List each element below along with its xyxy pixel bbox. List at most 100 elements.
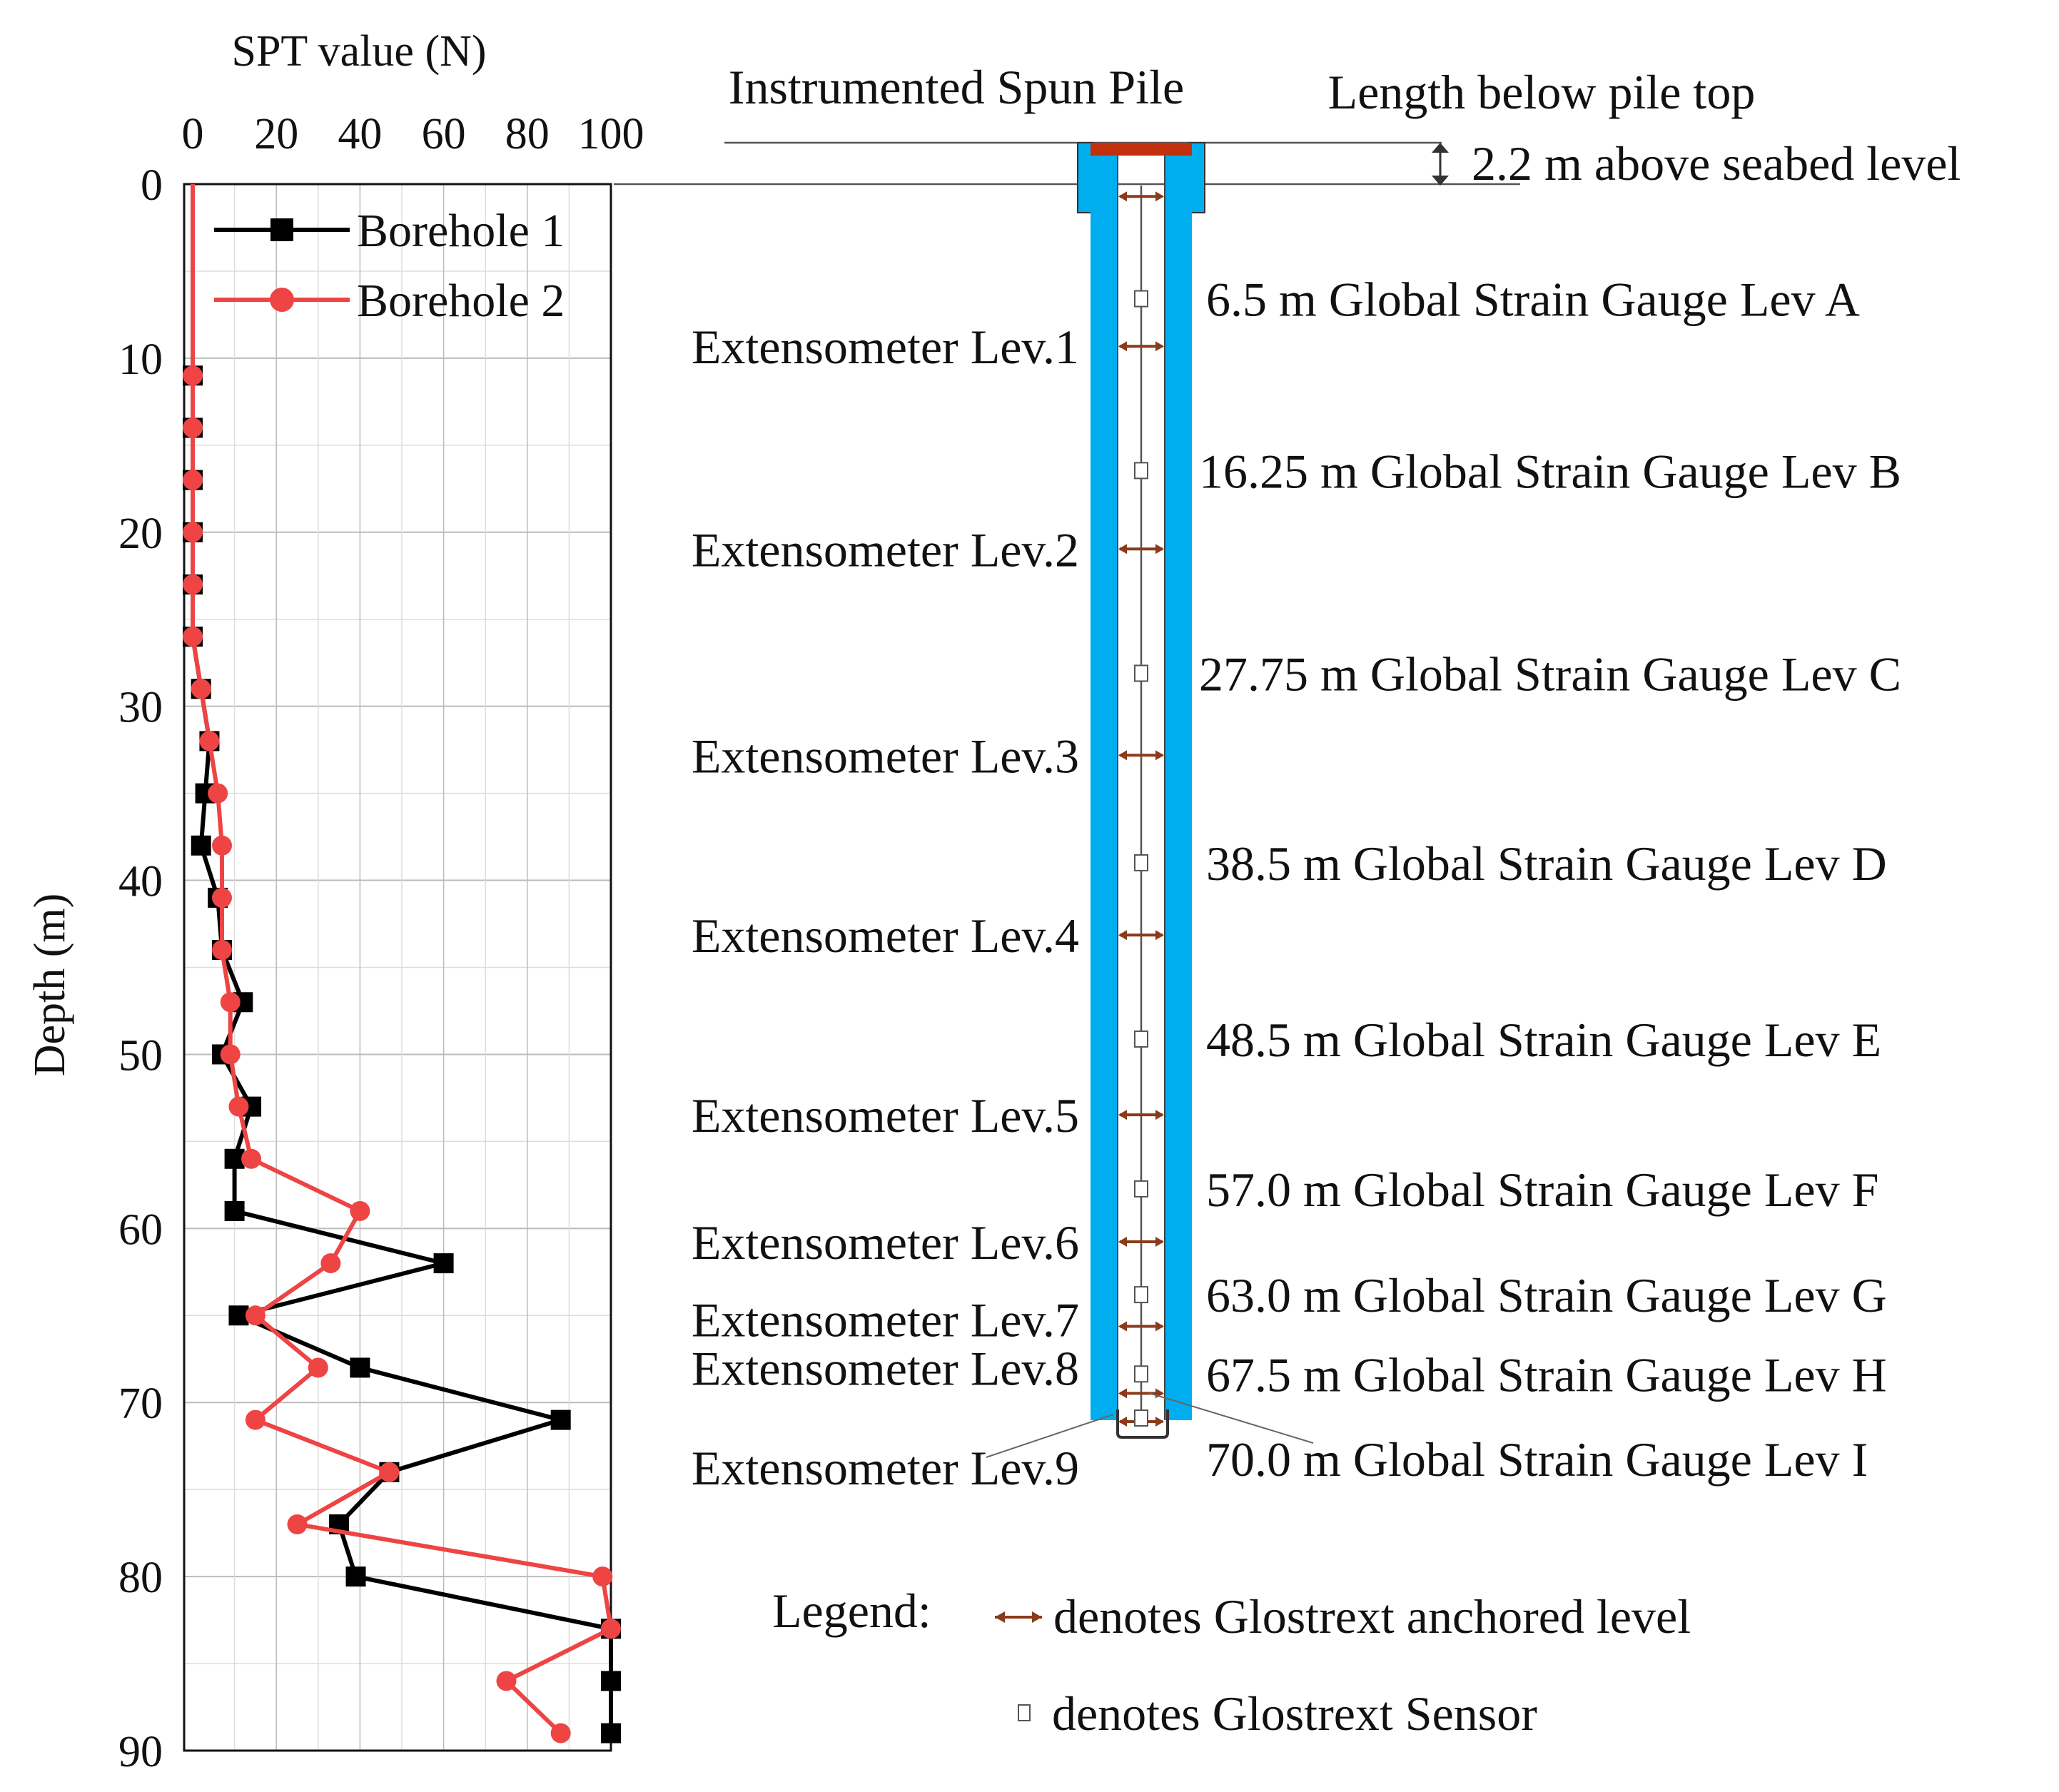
extensometer-label: Extensometer Lev.6 [692, 1215, 1079, 1270]
pile-legend: Legend: denotes Glostrext anchored level… [772, 1584, 1691, 1741]
x-tick-labels: 0 20 40 60 80 100 [182, 110, 644, 158]
strain-gauge-sensor [1134, 664, 1148, 682]
pile-wall-left [1091, 143, 1118, 1420]
data-point-borehole-2 [320, 1253, 341, 1274]
strain-gauge-label: 67.5 m Global Strain Gauge Lev H [1206, 1347, 1887, 1402]
strain-gauge-sensor [1134, 854, 1148, 871]
data-point-borehole-2 [212, 940, 233, 961]
data-point-borehole-1 [224, 1200, 245, 1221]
data-point-borehole-1 [224, 1148, 245, 1169]
y-tick-label: 30 [118, 684, 163, 732]
data-point-borehole-2 [212, 835, 233, 856]
x-tick-label: 60 [422, 110, 466, 158]
anchor-arrowhead-left [1118, 1110, 1127, 1120]
data-point-borehole-1 [228, 1305, 249, 1326]
y-tick-label: 80 [118, 1554, 163, 1602]
anchor-arrowhead-right [1155, 1321, 1164, 1332]
extensometer-label: Extensometer Lev.1 [692, 320, 1079, 374]
strain-gauge-sensor [1134, 1180, 1148, 1198]
legend-label-borehole-2: Borehole 2 [357, 275, 565, 327]
chart-legend: Borehole 1 Borehole 2 [214, 205, 565, 327]
data-point-borehole-2 [220, 1044, 241, 1065]
anchor-arrowhead-right [1155, 1110, 1164, 1120]
data-point-borehole-1 [601, 1723, 621, 1743]
data-point-borehole-2 [308, 1357, 328, 1378]
y-axis-title: Depth (m) [26, 894, 74, 1077]
anchor-arrowhead-right [1155, 750, 1164, 761]
data-point-borehole-2 [183, 574, 203, 594]
y-tick-label: 50 [118, 1031, 163, 1080]
anchor-arrowhead-right [1155, 544, 1164, 555]
data-point-borehole-1 [191, 835, 211, 856]
data-point-borehole-2 [183, 627, 203, 647]
chart-series [183, 184, 621, 1743]
extensometer-label: Extensometer Lev.2 [692, 522, 1079, 577]
anchor-arrowhead-left [1118, 1416, 1127, 1427]
legend-label-borehole-1: Borehole 1 [357, 205, 565, 257]
y-tick-label: 40 [118, 858, 163, 906]
data-point-borehole-2 [212, 887, 233, 908]
pile-toe [1116, 1409, 1169, 1439]
extensometer-labels: Extensometer Lev.1 Extensometer Lev.2 Exte… [692, 320, 1079, 1495]
anchor-arrowhead-left [1118, 1388, 1127, 1399]
anchor-arrowhead-right [1155, 930, 1164, 941]
strain-gauge-sensor [1134, 1030, 1148, 1048]
above-seabed-label: 2.2 m above seabed level [1472, 136, 1961, 191]
y-tick-label: 60 [118, 1205, 163, 1254]
pile-diagram: Instrumented Spun Pile Length below pile… [614, 60, 1961, 1741]
anchor-arrowhead-right [1155, 191, 1164, 202]
strain-gauge-label: 6.5 m Global Strain Gauge Lev A [1206, 273, 1860, 327]
data-point-borehole-2 [220, 992, 241, 1013]
anchor-arrowhead-left [1118, 930, 1127, 941]
strain-gauge-label: 63.0 m Global Strain Gauge Lev G [1206, 1268, 1887, 1322]
legend-anchor-head-right [1032, 1611, 1042, 1623]
data-point-borehole-2 [199, 731, 220, 751]
pile-title: Instrumented Spun Pile [729, 60, 1184, 114]
data-point-borehole-2 [208, 783, 228, 804]
y-tick-label: 10 [118, 335, 163, 384]
data-point-borehole-2 [550, 1723, 571, 1743]
strain-gauge-sensor [1134, 1365, 1148, 1383]
data-point-borehole-2 [350, 1200, 370, 1221]
legend-sensor-box [1018, 1704, 1031, 1721]
strain-gauge-labels: 6.5 m Global Strain Gauge Lev A 16.25 m G… [1199, 273, 1901, 1487]
x-tick-label: 100 [578, 110, 644, 158]
legend-sensor-text: denotes Glostrext Sensor [1052, 1686, 1537, 1741]
data-point-borehole-2 [592, 1566, 613, 1587]
anchor-arrowhead-left [1118, 341, 1127, 352]
strain-gauge-sensor [1134, 1286, 1148, 1304]
strain-gauge-sensor [1134, 462, 1148, 480]
sensor-markers [1134, 290, 1148, 1427]
data-point-borehole-2 [183, 470, 203, 490]
legend-anchor-text: denotes Glostrext anchored level [1053, 1589, 1691, 1644]
extensometer-label: Extensometer Lev.5 [692, 1088, 1079, 1143]
plot-frame [183, 183, 612, 1752]
legend-marker-borehole-1 [270, 218, 293, 241]
data-point-borehole-2 [183, 365, 203, 386]
data-point-borehole-1 [601, 1671, 621, 1691]
strain-gauge-sensor [1134, 1409, 1148, 1427]
anchor-arrowhead-left [1118, 1237, 1127, 1247]
leader-strain-gauge-i [1148, 1392, 1314, 1444]
data-point-borehole-2 [245, 1305, 265, 1326]
x-tick-label: 20 [254, 110, 298, 158]
data-point-borehole-2 [228, 1096, 249, 1117]
pile-wall-right [1165, 143, 1192, 1420]
data-point-borehole-1 [433, 1253, 454, 1274]
extensometer-label: Extensometer Lev.8 [692, 1341, 1079, 1395]
legend-marker-borehole-2 [270, 288, 294, 312]
extensometer-label: Extensometer Lev.3 [692, 729, 1079, 783]
strain-gauge-label: 16.25 m Global Strain Gauge Lev B [1199, 444, 1901, 498]
data-point-borehole-2 [183, 417, 203, 438]
data-point-borehole-1 [345, 1566, 366, 1587]
y-tick-label: 0 [141, 161, 163, 210]
y-tick-label: 20 [118, 510, 163, 558]
data-point-borehole-2 [241, 1148, 262, 1169]
x-tick-label: 0 [182, 110, 204, 158]
data-point-borehole-2 [191, 679, 211, 699]
series-line-borehole-2 [191, 184, 613, 1735]
anchor-arrowhead-right [1155, 1416, 1164, 1427]
strain-gauge-sensor [1134, 290, 1148, 308]
anchor-arrowhead-left [1118, 750, 1127, 761]
strain-gauge-label: 38.5 m Global Strain Gauge Lev D [1206, 836, 1887, 891]
